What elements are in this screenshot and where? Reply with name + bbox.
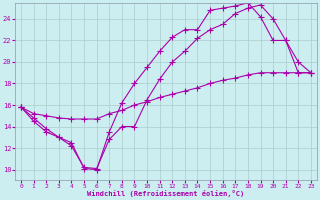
X-axis label: Windchill (Refroidissement éolien,°C): Windchill (Refroidissement éolien,°C) xyxy=(87,190,244,197)
